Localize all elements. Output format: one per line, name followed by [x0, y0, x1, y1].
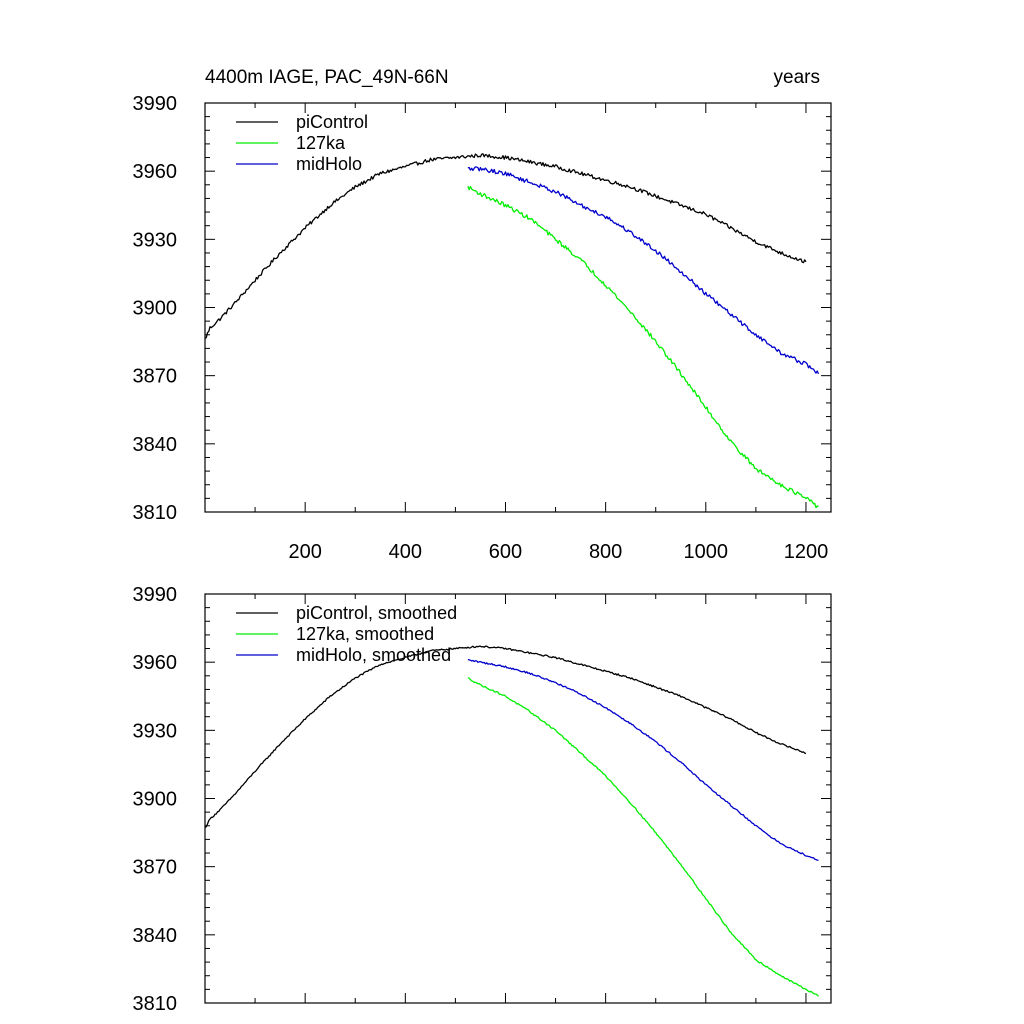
series-line-piControl — [204, 645, 807, 829]
y-tick-label: 3930 — [133, 720, 178, 742]
y-tick-label: 3900 — [133, 789, 178, 811]
series-line-127ka — [467, 185, 819, 509]
y-tick-label: 3870 — [133, 366, 178, 388]
y-tick-label: 3840 — [133, 434, 178, 456]
y-tick-label: 3930 — [133, 229, 178, 251]
y-tick-label: 3900 — [133, 298, 178, 320]
y-tick-label: 3990 — [133, 584, 178, 606]
x-tick-label: 600 — [489, 541, 522, 563]
x-tick-label: 800 — [589, 541, 622, 563]
series-line-midHolo — [467, 658, 819, 862]
y-tick-label: 3960 — [133, 161, 178, 183]
legend-label: 127ka — [296, 133, 346, 153]
legend-label: midHolo — [296, 154, 362, 174]
y-tick-label: 3810 — [133, 993, 178, 1015]
y-tick-label: 3840 — [133, 925, 178, 947]
series-line-midHolo — [467, 166, 820, 375]
y-tick-label: 3870 — [133, 857, 178, 879]
series-line-piControl — [204, 153, 807, 340]
y-tick-label: 3990 — [133, 93, 178, 115]
y-tick-label: 3810 — [133, 502, 178, 524]
legend-label: piControl, smoothed — [296, 603, 457, 623]
x-tick-label: 400 — [389, 541, 422, 563]
units-label: years — [774, 67, 820, 88]
top-panel: 3810 3840 3870 3900 3930 3960 3990 200 400 600 800… — [133, 93, 832, 563]
y-tick-label: 3960 — [133, 652, 178, 674]
x-tick-label: 1200 — [784, 541, 829, 563]
legend-label: 127ka, smoothed — [296, 624, 434, 644]
figure-title: 4400m IAGE, PAC_49N-66N — [205, 67, 449, 88]
legend-label: piControl — [296, 112, 368, 132]
legend-label: midHolo, smoothed — [296, 645, 451, 665]
x-tick-label: 200 — [288, 541, 321, 563]
series-line-127ka — [467, 677, 819, 997]
bottom-panel: 3810 3840 3870 3900 3930 3960 3990 piControl, s… — [133, 584, 832, 1015]
x-tick-label: 1000 — [684, 541, 729, 563]
